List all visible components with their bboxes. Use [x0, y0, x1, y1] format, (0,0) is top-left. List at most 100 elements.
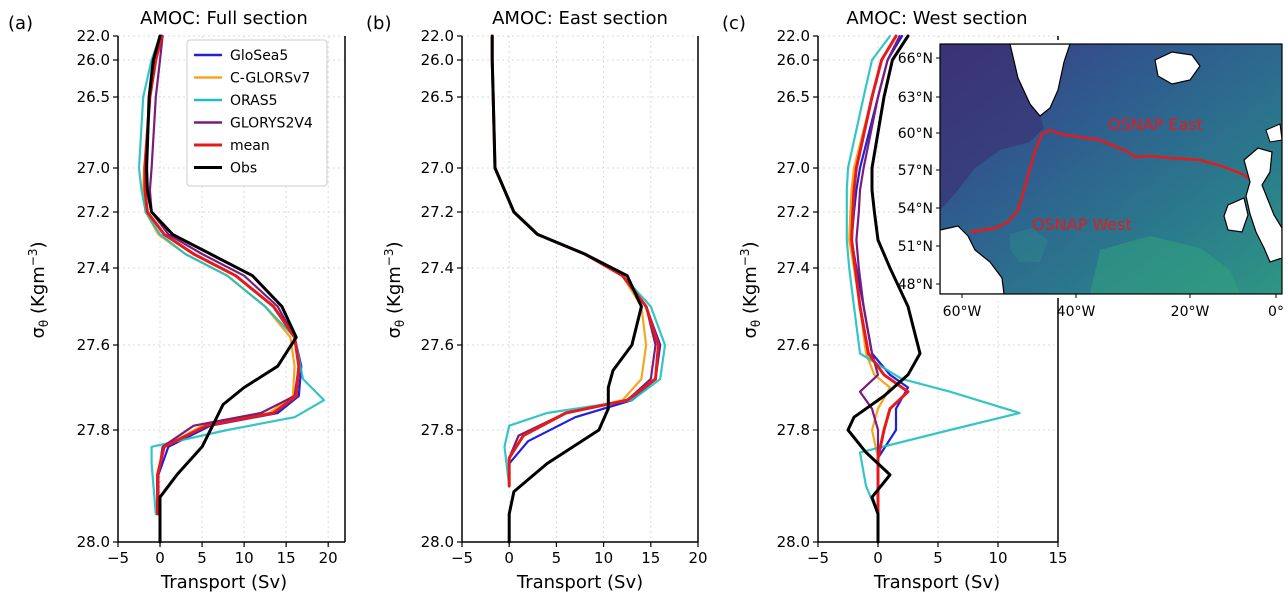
panel-title-a: AMOC: Full section — [140, 8, 308, 29]
ireland-landmass — [1223, 197, 1249, 233]
panel-letter-b: (b) — [366, 13, 391, 34]
y-tick-label: 26.5 — [777, 88, 810, 106]
y-tick-label: 26.0 — [421, 51, 454, 69]
x-tick-label: 15 — [641, 549, 660, 567]
y-tick-label: 28.0 — [421, 533, 454, 551]
series-line-oras5 — [845, 34, 1021, 516]
x-tick-label: 0 — [504, 549, 514, 567]
map-lat-label: 63°N — [898, 90, 933, 106]
series-line-glorys2v4 — [855, 34, 901, 516]
labrador-landmass — [940, 225, 1005, 294]
y-tick-label: 27.4 — [77, 259, 110, 277]
y-tick-label: 27.6 — [77, 336, 110, 354]
series-line-c-glorsv7 — [491, 34, 648, 488]
x-tick-label: 5 — [197, 549, 207, 567]
x-tick-label: −5 — [451, 549, 473, 567]
panel-b: (b) AMOC: East section −5 0 5 10 15 20 22.0 26.… — [366, 8, 708, 593]
y-tick-label: 27.6 — [777, 336, 810, 354]
y-tick-label: 27.8 — [421, 421, 454, 439]
y-tick-label: 27.8 — [777, 421, 810, 439]
panel-letter-c: (c) — [722, 13, 746, 34]
map-lat-label: 48°N — [898, 277, 933, 293]
osnap-east-line — [1049, 128, 1249, 180]
x-tick-label: 20 — [319, 549, 338, 567]
series-line-obs — [145, 34, 298, 544]
map-frame — [939, 43, 1283, 295]
y-tick-label: 27.8 — [77, 421, 110, 439]
y-axis-label-b: σθ (Kgm−3) — [382, 241, 407, 338]
plot-area-a: −5 0 5 10 15 20 22.0 26.0 26.5 27.0 27.2 27.4 27.6 27… — [77, 27, 346, 567]
map-inset: OSNAP East OSNAP West 66°N 63°N 60°N 57°N 54… — [898, 40, 1286, 320]
map-lat-label: 66°N — [898, 51, 933, 67]
map-lon-label: 0° — [1268, 304, 1284, 320]
series-line-obs — [846, 34, 922, 544]
x-tick-label: 10 — [988, 549, 1007, 567]
x-axis-label-b: Transport (Sv) — [516, 572, 643, 593]
y-tick-label: 22.0 — [421, 27, 454, 45]
osnap-west-line — [969, 128, 1051, 234]
series-line-oras5 — [137, 34, 326, 516]
panel-a: (a) AMOC: Full section −5 0 5 10 15 20 22.0 26.… — [8, 8, 346, 593]
y-tick-label: 26.0 — [777, 51, 810, 69]
map-lat-label: 51°N — [898, 239, 933, 255]
plot-area-c: −5 0 5 10 15 22.0 26.0 26.5 27.0 27.2 27.4 27.6 27.8… — [777, 27, 1068, 567]
y-tick-label: 27.4 — [421, 259, 454, 277]
series-line-obs — [490, 34, 643, 544]
y-tick-label: 22.0 — [77, 27, 110, 45]
series-line-glorys2v4 — [148, 34, 300, 516]
legend-label: mean — [230, 138, 270, 154]
x-tick-label: 10 — [235, 549, 254, 567]
legend-label: GLORYS2V4 — [230, 116, 313, 132]
panel-letter-a: (a) — [8, 13, 33, 34]
map-lat-ticks: 66°N 63°N 60°N 57°N 54°N 51°N 48°N — [898, 51, 940, 293]
panel-c: (c) AMOC: West section −5 0 5 10 15 22.0 26.0 2… — [722, 8, 1068, 593]
y-tick-label: 27.6 — [421, 336, 454, 354]
greenland-landmass — [1009, 44, 1071, 117]
osnap-west-label: OSNAP West — [1032, 215, 1132, 234]
x-tick-label: 20 — [688, 549, 707, 567]
shelf-shade — [1010, 228, 1048, 262]
map-lat-label: 54°N — [898, 201, 933, 217]
y-tick-label: 26.0 — [77, 51, 110, 69]
y-tick-label: 28.0 — [777, 533, 810, 551]
map-lon-label: 40°W — [1057, 304, 1096, 320]
y-tick-label: 22.0 — [777, 27, 810, 45]
panel-title-c: AMOC: West section — [846, 8, 1027, 29]
y-tick-label: 27.2 — [77, 203, 110, 221]
y-axis-label-c: σθ (Kgm−3) — [738, 241, 763, 338]
series-line-glosea5 — [491, 34, 662, 488]
y-tick-label: 27.2 — [777, 203, 810, 221]
x-tick-label: 15 — [1048, 549, 1067, 567]
y-tick-label: 26.5 — [421, 88, 454, 106]
x-tick-label: −5 — [107, 549, 129, 567]
map-lon-label: 20°W — [1171, 304, 1210, 320]
legend-label: ORAS5 — [230, 93, 278, 109]
y-axis-label-a: σθ (Kgm−3) — [26, 241, 51, 338]
x-tick-label: 0 — [155, 549, 165, 567]
x-axis-label-c: Transport (Sv) — [873, 572, 1000, 593]
map-lon-label: 60°W — [943, 304, 982, 320]
great-britain-landmass — [1243, 147, 1282, 263]
x-axis-label-a: Transport (Sv) — [160, 572, 287, 593]
osnap-east-label: OSNAP East — [1108, 115, 1203, 134]
panel-title-b: AMOC: East section — [492, 8, 668, 29]
x-tick-label: 0 — [873, 549, 883, 567]
plot-area-b: −5 0 5 10 15 20 22.0 26.0 26.5 27.0 27.2 27.4 27.6 27… — [421, 27, 708, 567]
labrador-sea-shade — [940, 44, 1044, 210]
legend-label: Obs — [230, 161, 257, 177]
map-lat-label: 57°N — [898, 163, 933, 179]
x-tick-label: 10 — [594, 549, 613, 567]
y-tick-label: 27.0 — [421, 159, 454, 177]
y-tick-label: 27.4 — [777, 259, 810, 277]
legend-label: GloSea5 — [230, 48, 288, 64]
y-tick-label: 28.0 — [77, 533, 110, 551]
x-tick-label: −5 — [807, 549, 829, 567]
iceland-landmass — [1154, 51, 1201, 85]
x-tick-label: 15 — [277, 549, 296, 567]
series-line-mean — [490, 34, 660, 488]
shallow-shade — [1090, 236, 1240, 294]
map-lon-ticks: 60°W 40°W 20°W 0° — [943, 294, 1284, 320]
x-tick-label: 5 — [552, 549, 562, 567]
y-tick-label: 27.0 — [77, 159, 110, 177]
